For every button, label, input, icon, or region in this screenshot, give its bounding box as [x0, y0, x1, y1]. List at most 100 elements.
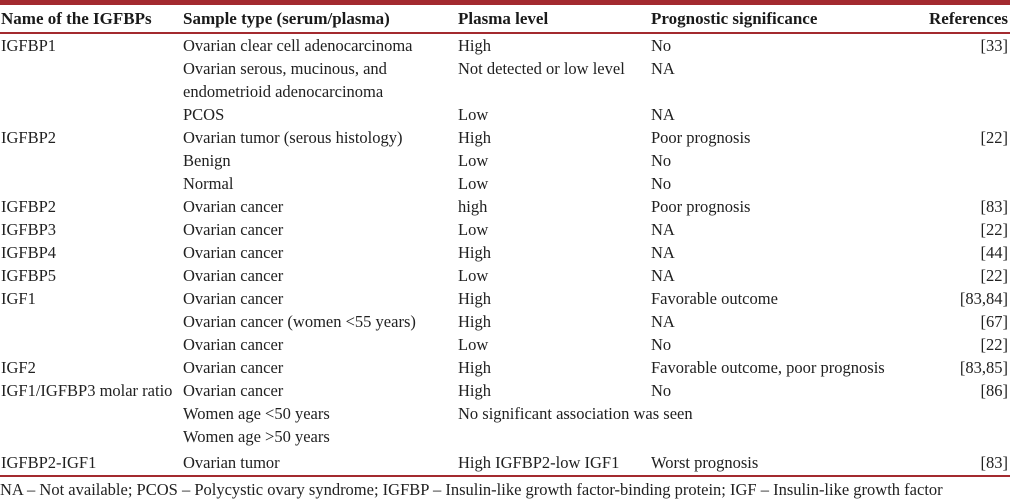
- cell-name: [0, 425, 182, 448]
- cell-name: IGF1/IGFBP3 molar ratio: [1, 381, 173, 400]
- table-row: IGF2 Ovarian cancer High Favorable outcome,…: [0, 356, 1010, 379]
- cell-plasma-level: Low: [458, 266, 489, 285]
- cell-sample-type: Ovarian cancer: [183, 358, 284, 377]
- cell-name: IGFBP3: [1, 220, 57, 239]
- cell-sample-type: Ovarian serous, mucinous, and endometrio…: [183, 59, 387, 101]
- cell-plasma-level: Low: [458, 105, 489, 124]
- table-row: IGFBP2 Ovarian tumor (serous histology) Hi…: [0, 126, 1010, 149]
- table-row: IGFBP2-IGF1 Ovarian tumor High IGFBP2-low …: [0, 448, 1010, 476]
- table-header: Name of the IGFBPs Sample type (serum/pl…: [0, 2, 1010, 34]
- cell-prognostic-significance: No: [651, 381, 672, 400]
- cell-plasma-level: Low: [458, 220, 489, 239]
- igfbp-prognostic-table: Name of the IGFBPs Sample type (serum/pl…: [0, 0, 1010, 477]
- cell-reference: [44]: [980, 243, 1009, 262]
- cell-prognostic-significance: NA: [651, 312, 675, 331]
- table-footnote: NA – Not available; PCOS – Polycystic ov…: [0, 480, 943, 499]
- column-header-prognostic-significance: Prognostic significance: [650, 2, 925, 34]
- table-row: Women age <50 years No significant associ…: [0, 402, 1010, 425]
- cell-sample-type: Normal: [183, 174, 234, 193]
- cell-reference: [925, 425, 1010, 448]
- cell-reference: [83,85]: [959, 358, 1008, 377]
- cell-prognostic-significance: No: [651, 174, 672, 193]
- cell-plasma-level: Low: [458, 174, 489, 193]
- header-row: Name of the IGFBPs Sample type (serum/pl…: [0, 2, 1010, 34]
- cell-sample-type: Benign: [183, 151, 231, 170]
- cell-span-note: No significant association was seen: [458, 404, 693, 423]
- cell-prognostic-significance: Favorable outcome, poor prognosis: [651, 358, 885, 377]
- cell-plasma-level: High: [458, 128, 491, 147]
- cell-sample-type: PCOS: [183, 105, 225, 124]
- cell-prognostic-significance: No: [651, 36, 672, 55]
- cell-prognostic-significance: Favorable outcome: [651, 289, 778, 308]
- cell-reference: [22]: [980, 128, 1009, 147]
- cell-sample-type: Ovarian cancer: [183, 289, 284, 308]
- column-header-sample-type: Sample type (serum/plasma): [182, 2, 457, 34]
- cell-sample-type: Ovarian cancer: [183, 243, 284, 262]
- cell-name: [0, 103, 182, 126]
- cell-prognostic-significance: NA: [651, 105, 675, 124]
- cell-reference: [83]: [980, 453, 1009, 472]
- cell-prognostic-significance: No: [651, 335, 672, 354]
- table-row: PCOS Low NA: [0, 103, 1010, 126]
- cell-name: [0, 333, 182, 356]
- cell-prognostic-significance: NA: [651, 243, 675, 262]
- cell-plasma-level: High: [458, 312, 491, 331]
- cell-prognostic-significance: No: [651, 151, 672, 170]
- table-row: IGFBP2 Ovarian cancer high Poor prognosis [8…: [0, 195, 1010, 218]
- cell-sample-type: Ovarian cancer: [183, 197, 284, 216]
- table-row: Normal Low No: [0, 172, 1010, 195]
- cell-reference: [925, 57, 1010, 103]
- cell-name: IGFBP2: [1, 128, 57, 147]
- cell-sample-type: Ovarian cancer (women <55 years): [183, 312, 416, 331]
- table-row: IGFBP5 Ovarian cancer Low NA [22]: [0, 264, 1010, 287]
- cell-sample-type: Ovarian tumor (serous histology): [183, 128, 403, 147]
- cell-plasma-level: Low: [458, 335, 489, 354]
- cell-sample-type: Ovarian clear cell adenocarcinoma: [183, 36, 413, 55]
- column-header-references: References: [925, 2, 1010, 34]
- column-header-plasma-level: Plasma level: [457, 2, 650, 34]
- cell-name: IGFBP4: [1, 243, 57, 262]
- table-row: IGF1/IGFBP3 molar ratio Ovarian cancer Hig…: [0, 379, 1010, 402]
- cell-name: IGF2: [1, 358, 36, 377]
- cell-prognostic-significance: [650, 425, 925, 448]
- cell-sample-type: Ovarian cancer: [183, 381, 284, 400]
- cell-sample-type: Ovarian cancer: [183, 335, 284, 354]
- cell-reference: [83]: [980, 197, 1009, 216]
- cell-name: IGFBP1: [1, 36, 57, 55]
- cell-name: IGF1: [1, 289, 36, 308]
- cell-plasma-level: [457, 425, 650, 448]
- cell-plasma-level: High: [458, 289, 491, 308]
- cell-name: [0, 310, 182, 333]
- cell-reference: [83,84]: [959, 289, 1008, 308]
- cell-reference: [22]: [980, 335, 1009, 354]
- cell-reference: [33]: [980, 36, 1009, 55]
- cell-reference: [925, 149, 1010, 172]
- cell-prognostic-significance: NA: [651, 220, 675, 239]
- table-row: Ovarian cancer Low No [22]: [0, 333, 1010, 356]
- cell-plasma-level: High: [458, 358, 491, 377]
- table-row: Women age >50 years: [0, 425, 1010, 448]
- cell-prognostic-significance: NA: [651, 59, 675, 78]
- cell-sample-type: Ovarian tumor: [183, 453, 280, 472]
- table-row: IGFBP1 Ovarian clear cell adenocarcinoma H…: [0, 33, 1010, 57]
- cell-name: IGFBP5: [1, 266, 57, 285]
- table-row: IGFBP3 Ovarian cancer Low NA [22]: [0, 218, 1010, 241]
- cell-prognostic-significance: Poor prognosis: [651, 128, 751, 147]
- cell-prognostic-significance: Poor prognosis: [651, 197, 751, 216]
- cell-reference: [22]: [980, 266, 1009, 285]
- column-header-name-of-igfbps: Name of the IGFBPs: [0, 2, 182, 34]
- table-row: Benign Low No: [0, 149, 1010, 172]
- cell-name: IGFBP2-IGF1: [1, 453, 97, 472]
- cell-plasma-level: High: [458, 243, 491, 262]
- cell-sample-type: Women age <50 years: [183, 404, 330, 423]
- table-row: IGFBP4 Ovarian cancer High NA [44]: [0, 241, 1010, 264]
- cell-plasma-level: High IGFBP2-low IGF1: [458, 453, 620, 472]
- cell-sample-type: Women age >50 years: [183, 427, 330, 446]
- table-row: IGF1 Ovarian cancer High Favorable outcome […: [0, 287, 1010, 310]
- cell-name: [0, 57, 182, 103]
- table-body: IGFBP1 Ovarian clear cell adenocarcinoma H…: [0, 33, 1010, 476]
- cell-reference: [925, 103, 1010, 126]
- cell-plasma-level: Low: [458, 151, 489, 170]
- cell-name: [0, 149, 182, 172]
